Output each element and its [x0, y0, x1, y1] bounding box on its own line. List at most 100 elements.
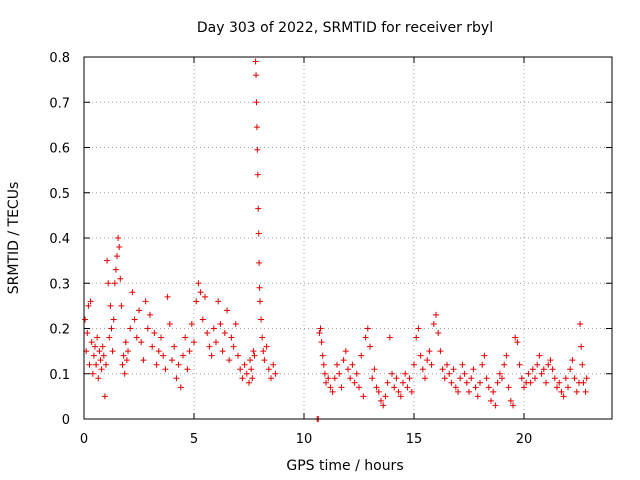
data-point	[182, 334, 189, 341]
data-point	[119, 361, 126, 368]
data-point	[186, 348, 193, 355]
data-point	[158, 334, 164, 341]
data-point	[175, 361, 182, 368]
x-tick-label: 10	[296, 432, 313, 447]
data-point	[382, 393, 389, 400]
data-point	[582, 388, 589, 395]
data-point	[580, 379, 587, 386]
data-point	[490, 388, 497, 395]
data-point	[258, 316, 265, 323]
y-tick-label: 0.4	[49, 232, 70, 247]
data-point	[247, 357, 254, 364]
data-point	[527, 379, 534, 386]
data-point	[433, 311, 439, 318]
data-point	[325, 375, 332, 382]
data-point	[219, 348, 226, 355]
data-point	[120, 352, 127, 359]
data-point	[426, 348, 433, 355]
data-point	[180, 352, 186, 359]
data-point	[457, 375, 464, 382]
data-point	[362, 334, 369, 341]
grid-lines	[84, 57, 612, 419]
data-point	[208, 352, 215, 359]
data-point	[386, 334, 393, 341]
data-point	[565, 384, 571, 391]
data-point	[151, 330, 158, 337]
data-point	[142, 298, 149, 305]
data-point	[514, 339, 521, 346]
data-point	[86, 361, 93, 368]
x-tick-label: 20	[516, 432, 533, 447]
data-point	[252, 58, 259, 65]
data-point	[444, 361, 450, 368]
data-point	[110, 316, 117, 323]
data-point	[540, 366, 547, 373]
data-point	[118, 302, 125, 309]
data-point	[253, 99, 260, 106]
data-point	[257, 298, 263, 305]
data-point	[336, 370, 343, 377]
data-point	[395, 388, 402, 395]
data-point	[494, 379, 501, 386]
data-point	[263, 343, 270, 350]
data-point	[316, 330, 323, 337]
data-point	[153, 361, 160, 368]
data-point	[116, 244, 123, 251]
data-point	[532, 375, 538, 382]
data-point	[323, 379, 329, 386]
data-point	[481, 352, 488, 359]
data-point	[521, 384, 527, 391]
data-point	[474, 393, 481, 400]
data-point	[334, 361, 340, 368]
data-point	[437, 348, 444, 355]
data-point	[155, 348, 162, 355]
data-point	[169, 357, 175, 364]
y-axis-label: SRMTID / TECUs	[6, 182, 22, 295]
data-point	[272, 370, 279, 377]
data-point	[147, 311, 153, 318]
data-point	[472, 384, 479, 391]
y-tick-label: 0.8	[49, 51, 70, 66]
data-point	[402, 370, 409, 377]
data-point	[356, 384, 362, 391]
data-point	[188, 320, 195, 327]
data-point	[250, 348, 257, 355]
data-point	[260, 348, 267, 355]
data-point	[246, 379, 252, 386]
data-point	[373, 384, 380, 391]
data-point	[85, 302, 92, 309]
data-point	[254, 146, 261, 153]
data-point	[121, 370, 128, 377]
x-tick-label: 15	[406, 432, 423, 447]
data-point	[551, 375, 558, 382]
data-point	[254, 171, 261, 178]
data-point	[221, 330, 228, 337]
data-point	[106, 334, 113, 341]
data-point	[97, 357, 104, 364]
data-point	[510, 402, 516, 409]
data-point	[88, 339, 95, 346]
data-point	[321, 370, 328, 377]
data-point	[117, 275, 124, 282]
data-point	[340, 357, 347, 364]
data-point	[127, 325, 134, 332]
data-point	[232, 320, 239, 327]
data-point	[270, 361, 277, 368]
data-point	[406, 375, 413, 382]
data-point	[536, 352, 543, 359]
data-point	[243, 370, 250, 377]
data-point	[95, 375, 102, 382]
data-point	[461, 370, 468, 377]
data-point	[483, 375, 490, 382]
data-point	[556, 379, 563, 386]
data-point	[419, 366, 426, 373]
data-point	[115, 235, 122, 241]
data-point	[439, 366, 446, 373]
data-point	[367, 343, 373, 350]
y-tick-label: 0.1	[49, 368, 70, 383]
data-point	[529, 366, 536, 373]
data-point	[422, 375, 428, 382]
data-point	[217, 320, 224, 327]
data-point	[136, 307, 142, 314]
x-tick-label: 5	[190, 432, 198, 447]
